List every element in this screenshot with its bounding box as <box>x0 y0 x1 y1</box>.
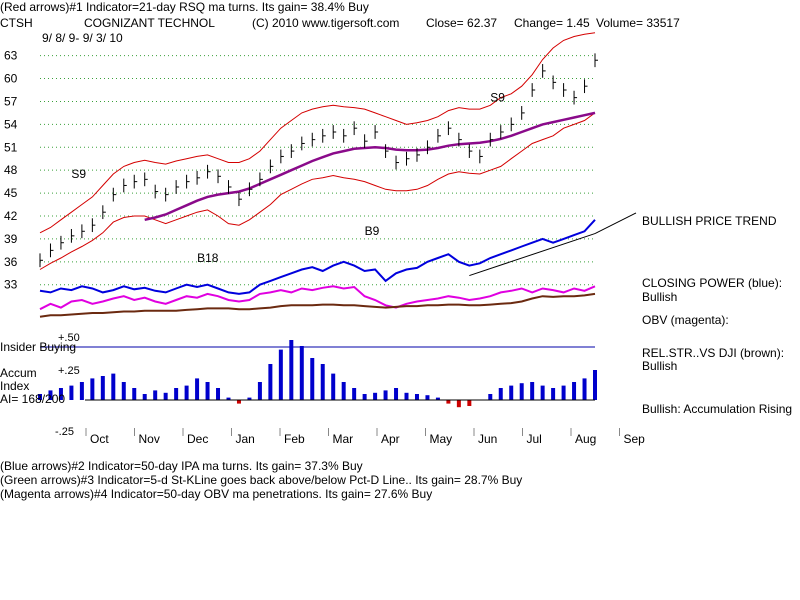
accum-status: Bullish: Accumulation Rising <box>642 402 793 416</box>
y-tick-label: 57 <box>4 94 18 108</box>
obv-label: OBV (magenta): <box>642 313 729 327</box>
ticker: CTSH <box>0 16 33 30</box>
y-tick-label: 51 <box>4 140 18 154</box>
x-month-label: Feb <box>284 432 305 446</box>
lower-band-line <box>39 112 596 270</box>
header-line1: (Red arrows)#1 Indicator=21-day RSQ ma t… <box>0 0 369 14</box>
volume-value: Volume= 33517 <box>596 16 680 30</box>
x-month-label: Aug <box>575 432 596 446</box>
x-month-label: Nov <box>139 432 160 446</box>
index-label: Index <box>0 379 30 393</box>
signal-label: S9 <box>490 90 505 104</box>
y-tick-label: 42 <box>4 209 18 223</box>
x-month-label: May <box>430 432 453 446</box>
x-month-label: Mar <box>333 432 354 446</box>
y-tick-label: 60 <box>4 72 18 86</box>
signal-label: S9 <box>71 167 86 181</box>
relstr-label: REL.STR..VS DJI (brown): <box>642 346 785 360</box>
insider-buying-label: Insider Buying <box>0 340 77 354</box>
y-tick-label: 63 <box>4 49 18 63</box>
ma50-line <box>144 111 596 222</box>
close-value: Close= 62.37 <box>426 16 498 30</box>
trend-line <box>469 233 596 277</box>
y-tick-label: 33 <box>4 278 18 292</box>
plus25-label: +.25 <box>58 365 80 377</box>
y-tick-label: 39 <box>4 232 18 246</box>
copyright: (C) 2010 www.tigersoft.com <box>252 16 400 30</box>
trend-pointer-line <box>594 212 637 235</box>
obv-line <box>39 285 596 311</box>
upper-band-line <box>39 32 596 234</box>
date-range: 9/ 8/ 9- 9/ 3/ 10 <box>42 31 123 45</box>
footer-line3: (Magenta arrows)#4 Indicator=50-day OBV … <box>0 487 433 501</box>
y-tick-label: 54 <box>4 117 18 131</box>
accum-label: Accum <box>0 366 37 380</box>
y-tick-label: 48 <box>4 163 18 177</box>
x-month-label: Jul <box>527 432 542 446</box>
relstr-status: Bullish <box>642 359 678 373</box>
plus50-label: +.50 <box>58 332 80 344</box>
x-month-label: Jan <box>236 432 255 446</box>
ai-label: AI= 168/200 <box>0 392 66 406</box>
y-tick-label: 36 <box>4 255 18 269</box>
x-month-label: Dec <box>187 432 208 446</box>
company-name: COGNIZANT TECHNOL <box>84 16 215 30</box>
signal-label: B18 <box>197 251 219 265</box>
minus25-label: -.25 <box>55 426 74 438</box>
x-month-label: Sep <box>624 432 646 446</box>
bullish-trend-label: BULLISH PRICE TREND <box>642 214 777 228</box>
x-month-label: Oct <box>90 432 109 446</box>
closing-power-label: CLOSING POWER (blue): <box>642 276 783 290</box>
footer-line1: (Blue arrows)#2 Indicator=50-day IPA ma … <box>0 459 363 473</box>
x-month-label: Jun <box>478 432 497 446</box>
closing-power-line <box>39 219 596 295</box>
signal-label: B9 <box>365 224 380 238</box>
closing-power-status: Bullish <box>642 290 678 304</box>
y-tick-label: 45 <box>4 186 18 200</box>
change-value: Change= 1.45 <box>514 16 590 30</box>
footer-line2: (Green arrows)#3 Indicator=5-d St-KLine … <box>0 473 523 487</box>
relstr-line <box>39 292 596 318</box>
x-month-label: Apr <box>381 432 400 446</box>
